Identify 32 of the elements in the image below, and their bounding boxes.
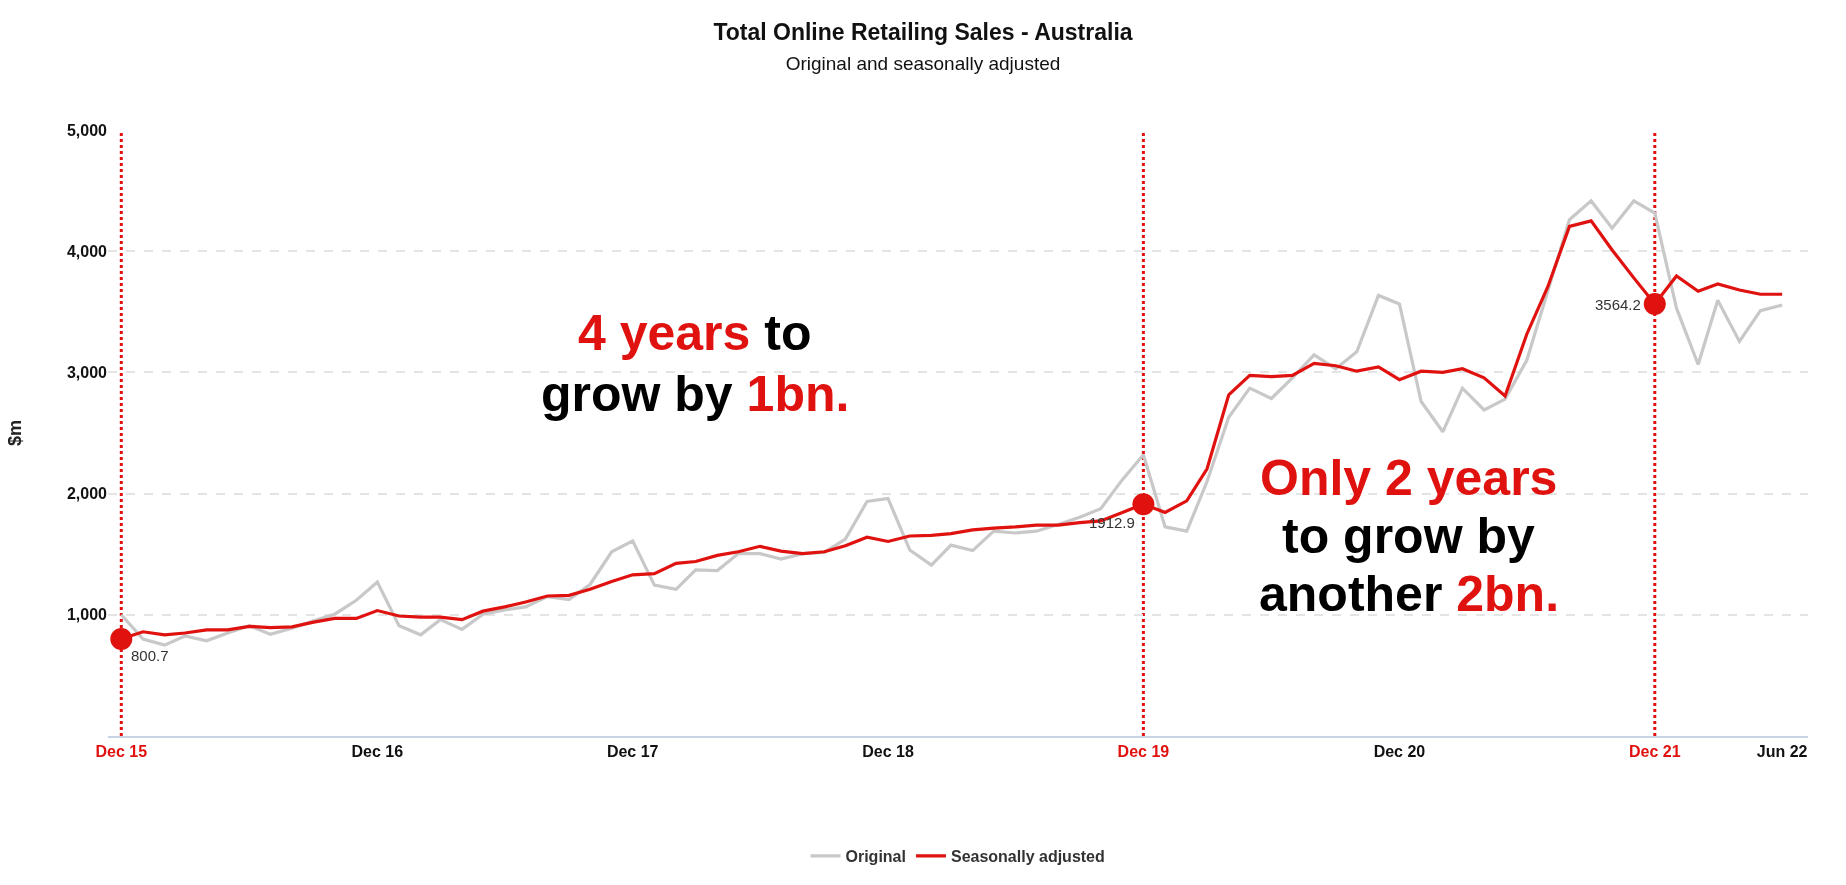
chart-subtitle: Original and seasonally adjusted xyxy=(785,52,1061,74)
y-tick-label: 1,000 xyxy=(66,606,108,624)
x-tick-label: Dec 19 xyxy=(1117,742,1170,760)
x-tick-label: Dec 16 xyxy=(351,742,404,760)
annotation: grow by xyxy=(541,366,733,422)
x-tick-label: Dec 17 xyxy=(606,742,659,760)
y-tick-label: 4,000 xyxy=(66,242,108,260)
chart-title: Total Online Retailing Sales - Australia xyxy=(713,18,1133,45)
legend-label: Seasonally adjusted xyxy=(950,848,1105,866)
annotation: to xyxy=(764,305,812,361)
annotation: 1bn. xyxy=(746,366,850,422)
point xyxy=(110,627,133,650)
point xyxy=(1132,493,1155,516)
x-tick-label: Dec 21 xyxy=(1628,742,1681,760)
annotation: 3564.2 xyxy=(1595,296,1641,313)
point xyxy=(1643,293,1666,316)
x-tick-label: Dec 15 xyxy=(95,742,148,760)
annotation: 1912.9 xyxy=(1089,514,1135,531)
x-tick-label: Jun 22 xyxy=(1756,742,1808,760)
x-tick-label: Dec 18 xyxy=(862,742,914,760)
legend-label: Original xyxy=(845,848,906,866)
y-tick-label: 3,000 xyxy=(66,364,108,381)
annotation: to grow by xyxy=(1282,508,1535,564)
y-tick-label: 5,000 xyxy=(66,121,108,139)
y-axis-title: $m xyxy=(5,419,26,447)
x-tick-label: Dec 20 xyxy=(1373,742,1426,760)
annotation: Only 2 years xyxy=(1260,450,1558,506)
annotation: 2bn. xyxy=(1456,566,1560,622)
annotation: 4 years xyxy=(578,305,751,361)
annotation: another xyxy=(1259,566,1443,622)
y-tick-label: 2,000 xyxy=(66,485,108,503)
annotation: 800.7 xyxy=(131,647,169,664)
